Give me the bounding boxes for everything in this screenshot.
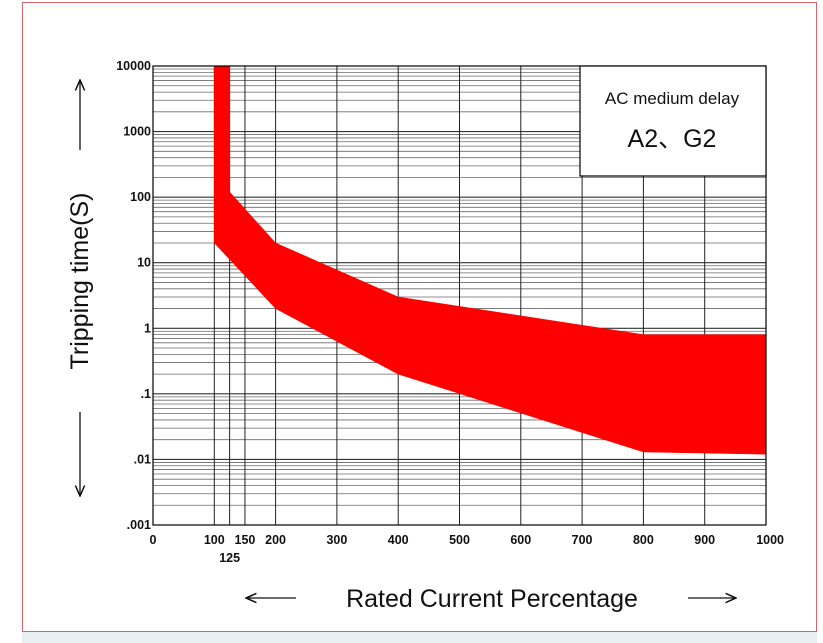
bottom-band <box>22 632 817 643</box>
y-tick-label: 1000 <box>123 125 151 139</box>
x-tick-labels: 0 100 125 150 200 300 400 500 600 700 800 900 1000 <box>150 533 785 565</box>
y-axis-title: Tripping time(S) <box>66 80 94 496</box>
y-tick-label: .01 <box>134 452 151 466</box>
plot-border <box>152 65 767 526</box>
y-tick-label: 10 <box>137 256 151 270</box>
x-tick-label: 150 <box>235 533 256 547</box>
x-tick-label: 500 <box>449 533 470 547</box>
annotation-line1: AC medium delay <box>605 89 740 108</box>
x-tick-label: 400 <box>388 533 409 547</box>
x-tick-label: 700 <box>572 533 593 547</box>
x-tick-label: 300 <box>326 533 347 547</box>
annotation-line2: A2、G2 <box>628 125 717 153</box>
x-tick-label: 600 <box>510 533 531 547</box>
y-tick-label: .1 <box>141 387 151 401</box>
y-tick-label: 100 <box>130 190 151 204</box>
x-tick-label: 900 <box>694 533 715 547</box>
chart-frame <box>22 2 817 632</box>
y-tick-label: 1 <box>144 321 151 335</box>
x-tick-label: 125 <box>219 551 240 565</box>
annotation-box: AC medium delay A2、G2 <box>579 65 767 177</box>
y-tick-label: 10000 <box>116 59 151 73</box>
x-tick-label: 1000 <box>756 533 784 547</box>
x-axis-title: Rated Current Percentage <box>246 585 736 613</box>
y-tick-labels: 10000 1000 100 10 1 .1 .01 .001 <box>116 59 151 532</box>
y-axis-label: Tripping time(S) <box>66 193 94 370</box>
y-tick-label: .001 <box>127 518 151 532</box>
x-axis-label: Rated Current Percentage <box>346 585 638 613</box>
x-tick-label: 0 <box>150 533 157 547</box>
x-tick-label: 800 <box>633 533 654 547</box>
x-tick-label: 100 <box>204 533 225 547</box>
x-tick-label: 200 <box>265 533 286 547</box>
